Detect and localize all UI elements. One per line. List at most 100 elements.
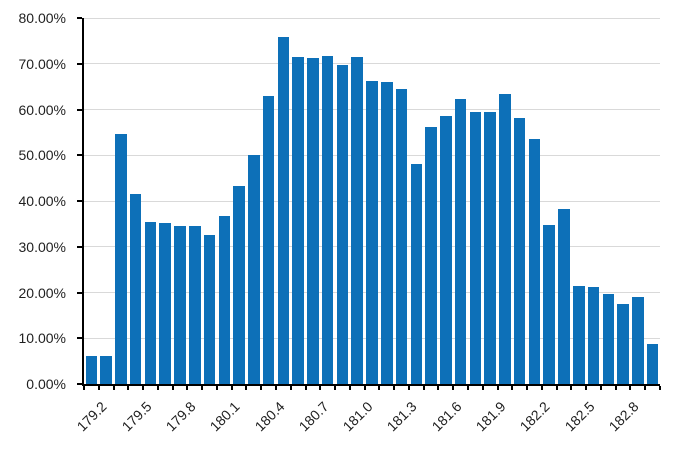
bar-181.1[interactable] <box>366 80 378 384</box>
x-axis-tick <box>127 386 130 390</box>
bar-182.4[interactable] <box>558 209 570 384</box>
x-axis-tick <box>555 386 558 390</box>
bar-181.2[interactable] <box>381 82 393 384</box>
bar-180.4[interactable] <box>262 95 275 384</box>
x-axis-tick <box>334 386 337 390</box>
bar-180.7[interactable] <box>307 58 319 384</box>
y-axis-tick <box>77 383 82 385</box>
bar-182.5[interactable] <box>573 285 585 384</box>
x-axis-tick-label-text: 182.5 <box>561 398 598 435</box>
bar-181.4[interactable] <box>410 164 423 384</box>
x-axis-tick <box>171 386 174 390</box>
bar-181.6[interactable] <box>440 116 452 384</box>
bar-181.9[interactable] <box>484 111 496 384</box>
y-axis-tick-label: 60.00% <box>18 101 66 118</box>
y-axis-tick-label: 30.00% <box>18 238 66 255</box>
y-axis-tick <box>77 337 82 340</box>
x-axis-tick <box>112 386 115 390</box>
bar-179.4[interactable] <box>115 134 127 384</box>
bar-180.2[interactable] <box>233 185 245 384</box>
x-axis-tick <box>540 386 543 390</box>
x-axis-tick <box>201 386 204 390</box>
x-axis-tick <box>481 386 484 390</box>
y-axis-tick-label: 0.00% <box>26 376 66 392</box>
bar-182.0[interactable] <box>499 94 511 384</box>
bar-180.9[interactable] <box>336 65 349 384</box>
x-axis-tick-label-text: 181.0 <box>339 398 376 435</box>
y-axis-tick-label: 40.00% <box>18 193 66 209</box>
bar-179.7[interactable] <box>159 223 171 384</box>
bar-181.3[interactable] <box>395 88 408 384</box>
y-axis-tick <box>77 17 82 19</box>
bar-179.5[interactable] <box>129 194 142 384</box>
bar-179.9[interactable] <box>189 225 201 384</box>
bar-183.0[interactable] <box>646 343 659 384</box>
x-axis-tick-label-text: 180.7 <box>295 398 332 435</box>
x-axis-tick <box>186 386 189 390</box>
bar-180.8[interactable] <box>321 55 334 384</box>
bar-182.7[interactable] <box>602 293 615 384</box>
x-axis-tick <box>585 386 588 390</box>
bar-181.7[interactable] <box>454 98 467 384</box>
x-axis-tick-label-text: 179.8 <box>162 398 199 435</box>
y-axis-tick-label: 50.00% <box>18 147 66 164</box>
bar-180.0[interactable] <box>203 235 216 384</box>
bar-182.8[interactable] <box>617 303 629 384</box>
bar-179.8[interactable] <box>174 226 186 384</box>
plot-area <box>77 17 661 390</box>
x-axis-tick <box>437 386 440 390</box>
bar-182.6[interactable] <box>587 287 600 384</box>
x-axis-tick-label-text: 180.4 <box>251 398 288 435</box>
x-axis-tick <box>526 386 529 390</box>
bar-179.6[interactable] <box>144 222 157 384</box>
x-axis-tick-label-text: 179.2 <box>73 398 110 435</box>
y-axis-line <box>82 18 84 386</box>
x-axis-tick-label-text: 180.1 <box>206 398 243 435</box>
bar-182.9[interactable] <box>632 297 644 384</box>
x-axis-tick <box>629 386 632 390</box>
bar-179.2[interactable] <box>85 356 98 384</box>
x-axis-tick <box>599 386 602 390</box>
x-axis-tick-label-text: 182.8 <box>605 398 642 435</box>
gridline <box>84 63 660 65</box>
x-axis-tick <box>393 386 396 390</box>
x-axis-tick <box>230 386 233 390</box>
bar-181.8[interactable] <box>469 112 482 384</box>
bar-182.3[interactable] <box>543 224 555 384</box>
x-axis-tick <box>570 386 573 390</box>
x-axis-line <box>82 384 660 386</box>
x-axis-tick-label-text: 182.2 <box>516 398 554 435</box>
bar-180.6[interactable] <box>292 56 304 384</box>
x-axis-tick <box>378 386 381 390</box>
x-axis-tick <box>614 386 617 390</box>
x-axis-tick <box>363 386 366 390</box>
x-axis-tick <box>260 386 263 390</box>
y-axis-tick <box>77 200 82 202</box>
x-axis-tick-label-text: 181.6 <box>428 398 465 435</box>
bar-181.0[interactable] <box>351 57 363 384</box>
x-axis-tick-label-text: 181.9 <box>472 398 509 435</box>
y-axis-tick <box>77 62 82 65</box>
x-axis-tick <box>659 386 661 390</box>
x-axis-tick <box>275 386 277 390</box>
gridline <box>84 17 660 19</box>
y-axis-tick-label: 20.00% <box>18 284 66 301</box>
x-axis-tick <box>304 386 307 390</box>
x-axis-tick <box>319 386 322 390</box>
bar-180.3[interactable] <box>248 155 260 384</box>
x-axis-tick-label-text: 179.5 <box>118 398 155 435</box>
y-axis-tick-label: 10.00% <box>18 330 66 347</box>
bar-182.2[interactable] <box>528 139 541 384</box>
x-axis-tick <box>511 386 514 390</box>
bar-180.1[interactable] <box>218 215 231 384</box>
x-axis-tick <box>289 386 292 390</box>
x-axis-tick <box>97 386 100 390</box>
bar-179.3[interactable] <box>100 356 112 384</box>
bar-181.5[interactable] <box>425 127 437 384</box>
y-axis-tick-label: 80.00% <box>18 10 66 26</box>
x-axis-tick-label-text: 181.3 <box>384 398 421 435</box>
bar-180.5[interactable] <box>277 36 290 384</box>
y-axis-tick <box>77 291 82 294</box>
y-axis-tick-label: 70.00% <box>18 55 66 72</box>
bar-182.1[interactable] <box>513 117 526 384</box>
